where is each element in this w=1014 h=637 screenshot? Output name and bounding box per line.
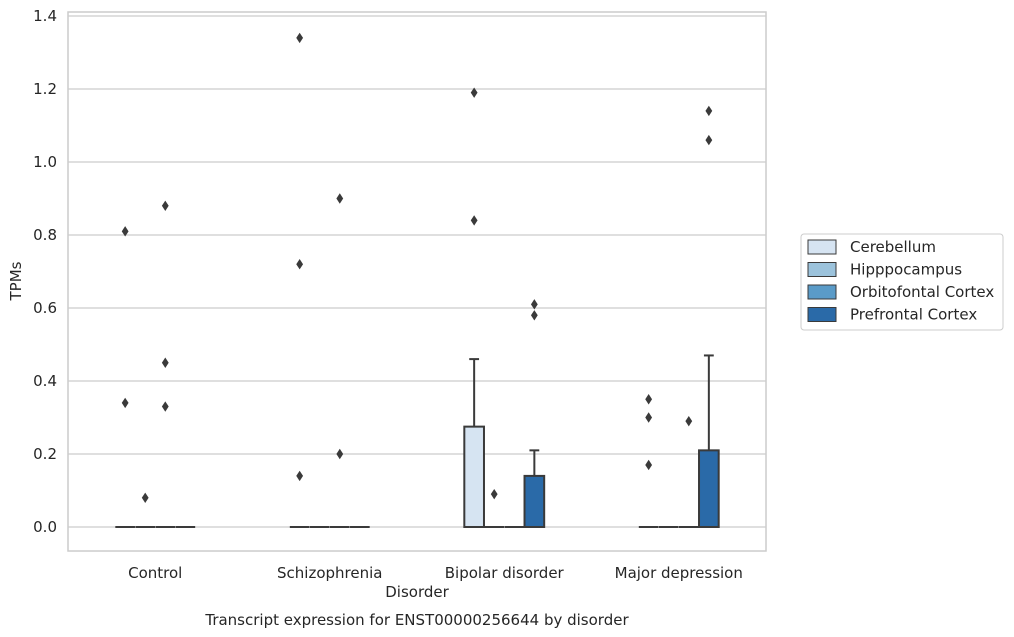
outlier-point	[121, 226, 129, 237]
outlier-point	[161, 401, 169, 412]
legend-frame	[800, 233, 1004, 331]
box-body	[463, 425, 485, 528]
outlier-point	[161, 357, 169, 368]
plot-frame	[67, 11, 767, 552]
outlier-point	[161, 200, 169, 211]
y-tick-label: 0.2	[33, 445, 57, 463]
legend-label: Prefrontal Cortex	[850, 306, 977, 324]
y-tick-label: 1.4	[33, 7, 57, 25]
y-tick-label: 0.4	[33, 372, 57, 390]
outlier-point	[685, 415, 693, 427]
y-tick-label: 0.6	[33, 299, 57, 317]
x-tick-label: Major depression	[615, 564, 743, 582]
outlier-point	[490, 488, 498, 500]
outlier-point	[336, 448, 344, 460]
box	[463, 358, 485, 528]
legend-items: Cerebellum Hipppocampus Orbitofontal Corte…	[807, 238, 994, 324]
box-body	[523, 474, 546, 528]
chart-caption: Transcript expression for ENST0000025664…	[204, 611, 629, 629]
legend-label: Hipppocampus	[850, 261, 962, 279]
y-tick-label: 0.8	[33, 226, 57, 244]
outlier-point	[705, 105, 713, 117]
outlier-point	[470, 215, 478, 226]
box	[698, 354, 720, 529]
y-tick-label: 1.2	[33, 80, 57, 98]
y-axis-ticks: 0.0 0.2 0.4 0.6 0.8 1.0 1.2 1.4	[33, 7, 57, 536]
outlier-point	[645, 394, 653, 405]
legend-swatch	[807, 262, 837, 277]
outlier-points-group	[121, 32, 713, 503]
gridlines	[68, 15, 766, 528]
outlier-point	[645, 412, 653, 423]
outlier-point	[121, 397, 129, 409]
outlier-point	[470, 87, 478, 98]
legend: Cerebellum Hipppocampus Orbitofontal Corte…	[800, 233, 1004, 331]
x-tick-label: Control	[128, 564, 182, 582]
y-tick-label: 0.0	[33, 518, 57, 536]
y-axis-title: TPMs	[7, 261, 25, 301]
x-axis-title: Disorder	[385, 583, 449, 601]
outlier-point	[296, 32, 304, 44]
outlier-point	[530, 310, 538, 321]
outlier-point	[645, 459, 653, 471]
outlier-point	[296, 259, 304, 270]
x-tick-label: Bipolar disorder	[445, 564, 565, 582]
outlier-point	[530, 299, 538, 310]
outlier-point	[336, 193, 344, 204]
box	[523, 449, 546, 528]
legend-swatch	[807, 284, 837, 300]
box-series-group	[115, 354, 720, 529]
outlier-point	[141, 492, 149, 503]
legend-swatch	[807, 239, 837, 255]
box-body	[698, 449, 720, 529]
legend-label: Orbitofontal Cortex	[850, 283, 994, 301]
y-tick-label: 1.0	[33, 153, 57, 171]
x-axis-ticks: Control Schizophrenia Bipolar disorder Majo…	[128, 564, 743, 582]
legend-label: Cerebellum	[850, 238, 936, 256]
x-tick-label: Schizophrenia	[277, 564, 382, 582]
outlier-point	[705, 134, 713, 146]
plot-area-background	[68, 12, 766, 551]
outlier-point	[296, 470, 304, 482]
legend-swatch	[807, 307, 837, 322]
